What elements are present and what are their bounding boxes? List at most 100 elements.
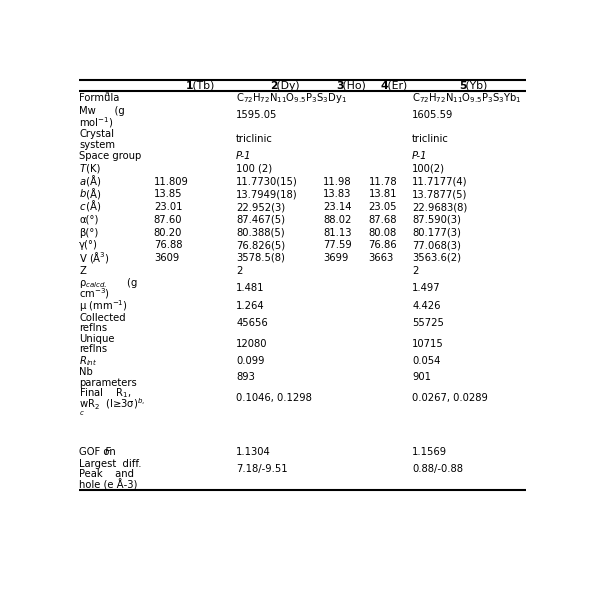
- Text: Formula: Formula: [79, 93, 120, 103]
- Text: 80.177(3): 80.177(3): [412, 228, 461, 238]
- Text: (Å): (Å): [83, 201, 101, 213]
- Text: triclinic: triclinic: [412, 134, 449, 144]
- Text: a: a: [79, 176, 86, 186]
- Text: 11.809: 11.809: [154, 176, 189, 186]
- Text: wR$_2$  (I≥3σ)$^{b,}$: wR$_2$ (I≥3σ)$^{b,}$: [79, 396, 146, 412]
- Text: 3: 3: [336, 81, 344, 90]
- Text: (Å): (Å): [83, 189, 101, 200]
- Text: 80.08: 80.08: [369, 228, 397, 238]
- Text: 100 (2): 100 (2): [236, 164, 272, 174]
- Text: 1.481: 1.481: [236, 283, 264, 293]
- Text: 13.83: 13.83: [323, 189, 351, 199]
- Text: (Yb): (Yb): [463, 81, 488, 90]
- Text: c: c: [79, 202, 85, 212]
- Text: (Er): (Er): [384, 81, 407, 90]
- Text: 12080: 12080: [236, 339, 268, 349]
- Text: 1.1569: 1.1569: [412, 447, 447, 457]
- Text: cm$^{-3}$): cm$^{-3}$): [79, 287, 110, 301]
- Text: 80.388(5): 80.388(5): [236, 228, 285, 238]
- Text: μ (mm$^{-1}$): μ (mm$^{-1}$): [79, 298, 128, 314]
- Text: 23.05: 23.05: [369, 202, 397, 212]
- Text: mol$^{-1}$): mol$^{-1}$): [79, 115, 114, 130]
- Text: Z: Z: [79, 266, 86, 276]
- Text: (Ho): (Ho): [339, 81, 366, 90]
- Text: F: F: [104, 447, 110, 457]
- Text: 1605.59: 1605.59: [412, 110, 454, 120]
- Text: Largest  diff.: Largest diff.: [79, 458, 142, 468]
- Text: 3663: 3663: [369, 253, 394, 263]
- Text: 1595.05: 1595.05: [236, 110, 277, 120]
- Text: Mw      (g: Mw (g: [79, 106, 125, 116]
- Text: 3609: 3609: [154, 253, 179, 263]
- Text: T: T: [79, 164, 86, 174]
- Text: V (Å$^3$): V (Å$^3$): [79, 251, 110, 266]
- Text: 87.590(3): 87.590(3): [412, 215, 461, 225]
- Text: 76.86: 76.86: [369, 240, 397, 250]
- Text: Space group: Space group: [79, 151, 142, 161]
- Text: reflns: reflns: [79, 323, 107, 333]
- Text: 87.467(5): 87.467(5): [236, 215, 285, 225]
- Text: a: a: [105, 91, 110, 97]
- Text: 11.98: 11.98: [323, 176, 352, 186]
- Text: 10715: 10715: [412, 339, 444, 349]
- Text: 77.59: 77.59: [323, 240, 352, 250]
- Text: (Tb): (Tb): [189, 81, 214, 90]
- Text: 76.88: 76.88: [154, 240, 182, 250]
- Text: 2: 2: [236, 266, 242, 276]
- Text: Nb: Nb: [79, 367, 93, 377]
- Text: 45656: 45656: [236, 318, 268, 328]
- Text: 3563.6(2): 3563.6(2): [412, 253, 461, 263]
- Text: 1.497: 1.497: [412, 283, 441, 293]
- Text: triclinic: triclinic: [236, 134, 273, 144]
- Text: 55725: 55725: [412, 318, 444, 328]
- Text: R$_{int}$: R$_{int}$: [79, 354, 97, 368]
- Text: C$_{72}$H$_{72}$N$_{11}$O$_{9.5}$P$_3$S$_3$Yb$_1$: C$_{72}$H$_{72}$N$_{11}$O$_{9.5}$P$_3$S$…: [412, 91, 522, 105]
- Text: 0.054: 0.054: [412, 356, 441, 366]
- Text: Crystal: Crystal: [79, 129, 114, 139]
- Text: reflns: reflns: [79, 344, 107, 354]
- Text: 3699: 3699: [323, 253, 348, 263]
- Text: ρ$_{calcd.}$      (g: ρ$_{calcd.}$ (g: [79, 276, 139, 290]
- Text: 22.952(3): 22.952(3): [236, 202, 285, 212]
- Text: (K): (K): [83, 164, 101, 174]
- Text: 5: 5: [459, 81, 467, 90]
- Text: 88.02: 88.02: [323, 215, 351, 225]
- Text: Unique: Unique: [79, 333, 114, 343]
- Text: 13.7949(18): 13.7949(18): [236, 189, 298, 199]
- Text: 11.78: 11.78: [369, 176, 397, 186]
- Text: P-1: P-1: [236, 151, 251, 161]
- Text: 13.81: 13.81: [369, 189, 397, 199]
- Text: 11.7730(15): 11.7730(15): [236, 176, 298, 186]
- Text: 2: 2: [412, 266, 418, 276]
- Text: hole (e Å-3): hole (e Å-3): [79, 479, 137, 490]
- Text: γ(°): γ(°): [79, 240, 98, 250]
- Text: system: system: [79, 139, 115, 149]
- Text: 13.7877(5): 13.7877(5): [412, 189, 467, 199]
- Text: $^c$: $^c$: [79, 410, 85, 420]
- Text: 22.9683(8): 22.9683(8): [412, 202, 467, 212]
- Text: parameters: parameters: [79, 378, 137, 388]
- Text: 1: 1: [185, 81, 193, 90]
- Text: Final    R$_1$,: Final R$_1$,: [79, 386, 132, 400]
- Text: Collected: Collected: [79, 313, 126, 323]
- Text: 76.826(5): 76.826(5): [236, 240, 285, 250]
- Text: 100(2): 100(2): [412, 164, 445, 174]
- Text: (Å): (Å): [83, 176, 101, 188]
- Text: 1.264: 1.264: [236, 301, 265, 311]
- Text: C$_{72}$H$_{72}$N$_{11}$O$_{9.5}$P$_3$S$_3$Dy$_1$: C$_{72}$H$_{72}$N$_{11}$O$_{9.5}$P$_3$S$…: [236, 91, 347, 105]
- Text: Peak    and: Peak and: [79, 469, 135, 479]
- Text: 2: 2: [270, 81, 277, 90]
- Text: β(°): β(°): [79, 228, 99, 238]
- Text: b: b: [79, 189, 86, 199]
- Text: 0.099: 0.099: [236, 356, 264, 366]
- Text: 0.0267, 0.0289: 0.0267, 0.0289: [412, 394, 488, 404]
- Text: 4: 4: [381, 81, 388, 90]
- Text: 13.85: 13.85: [154, 189, 182, 199]
- Text: (Dy): (Dy): [273, 81, 300, 90]
- Text: P-1: P-1: [412, 151, 428, 161]
- Text: 87.68: 87.68: [369, 215, 397, 225]
- Text: 80.20: 80.20: [154, 228, 182, 238]
- Text: 893: 893: [236, 372, 255, 382]
- Text: 11.7177(4): 11.7177(4): [412, 176, 468, 186]
- Text: GOF on: GOF on: [79, 447, 119, 457]
